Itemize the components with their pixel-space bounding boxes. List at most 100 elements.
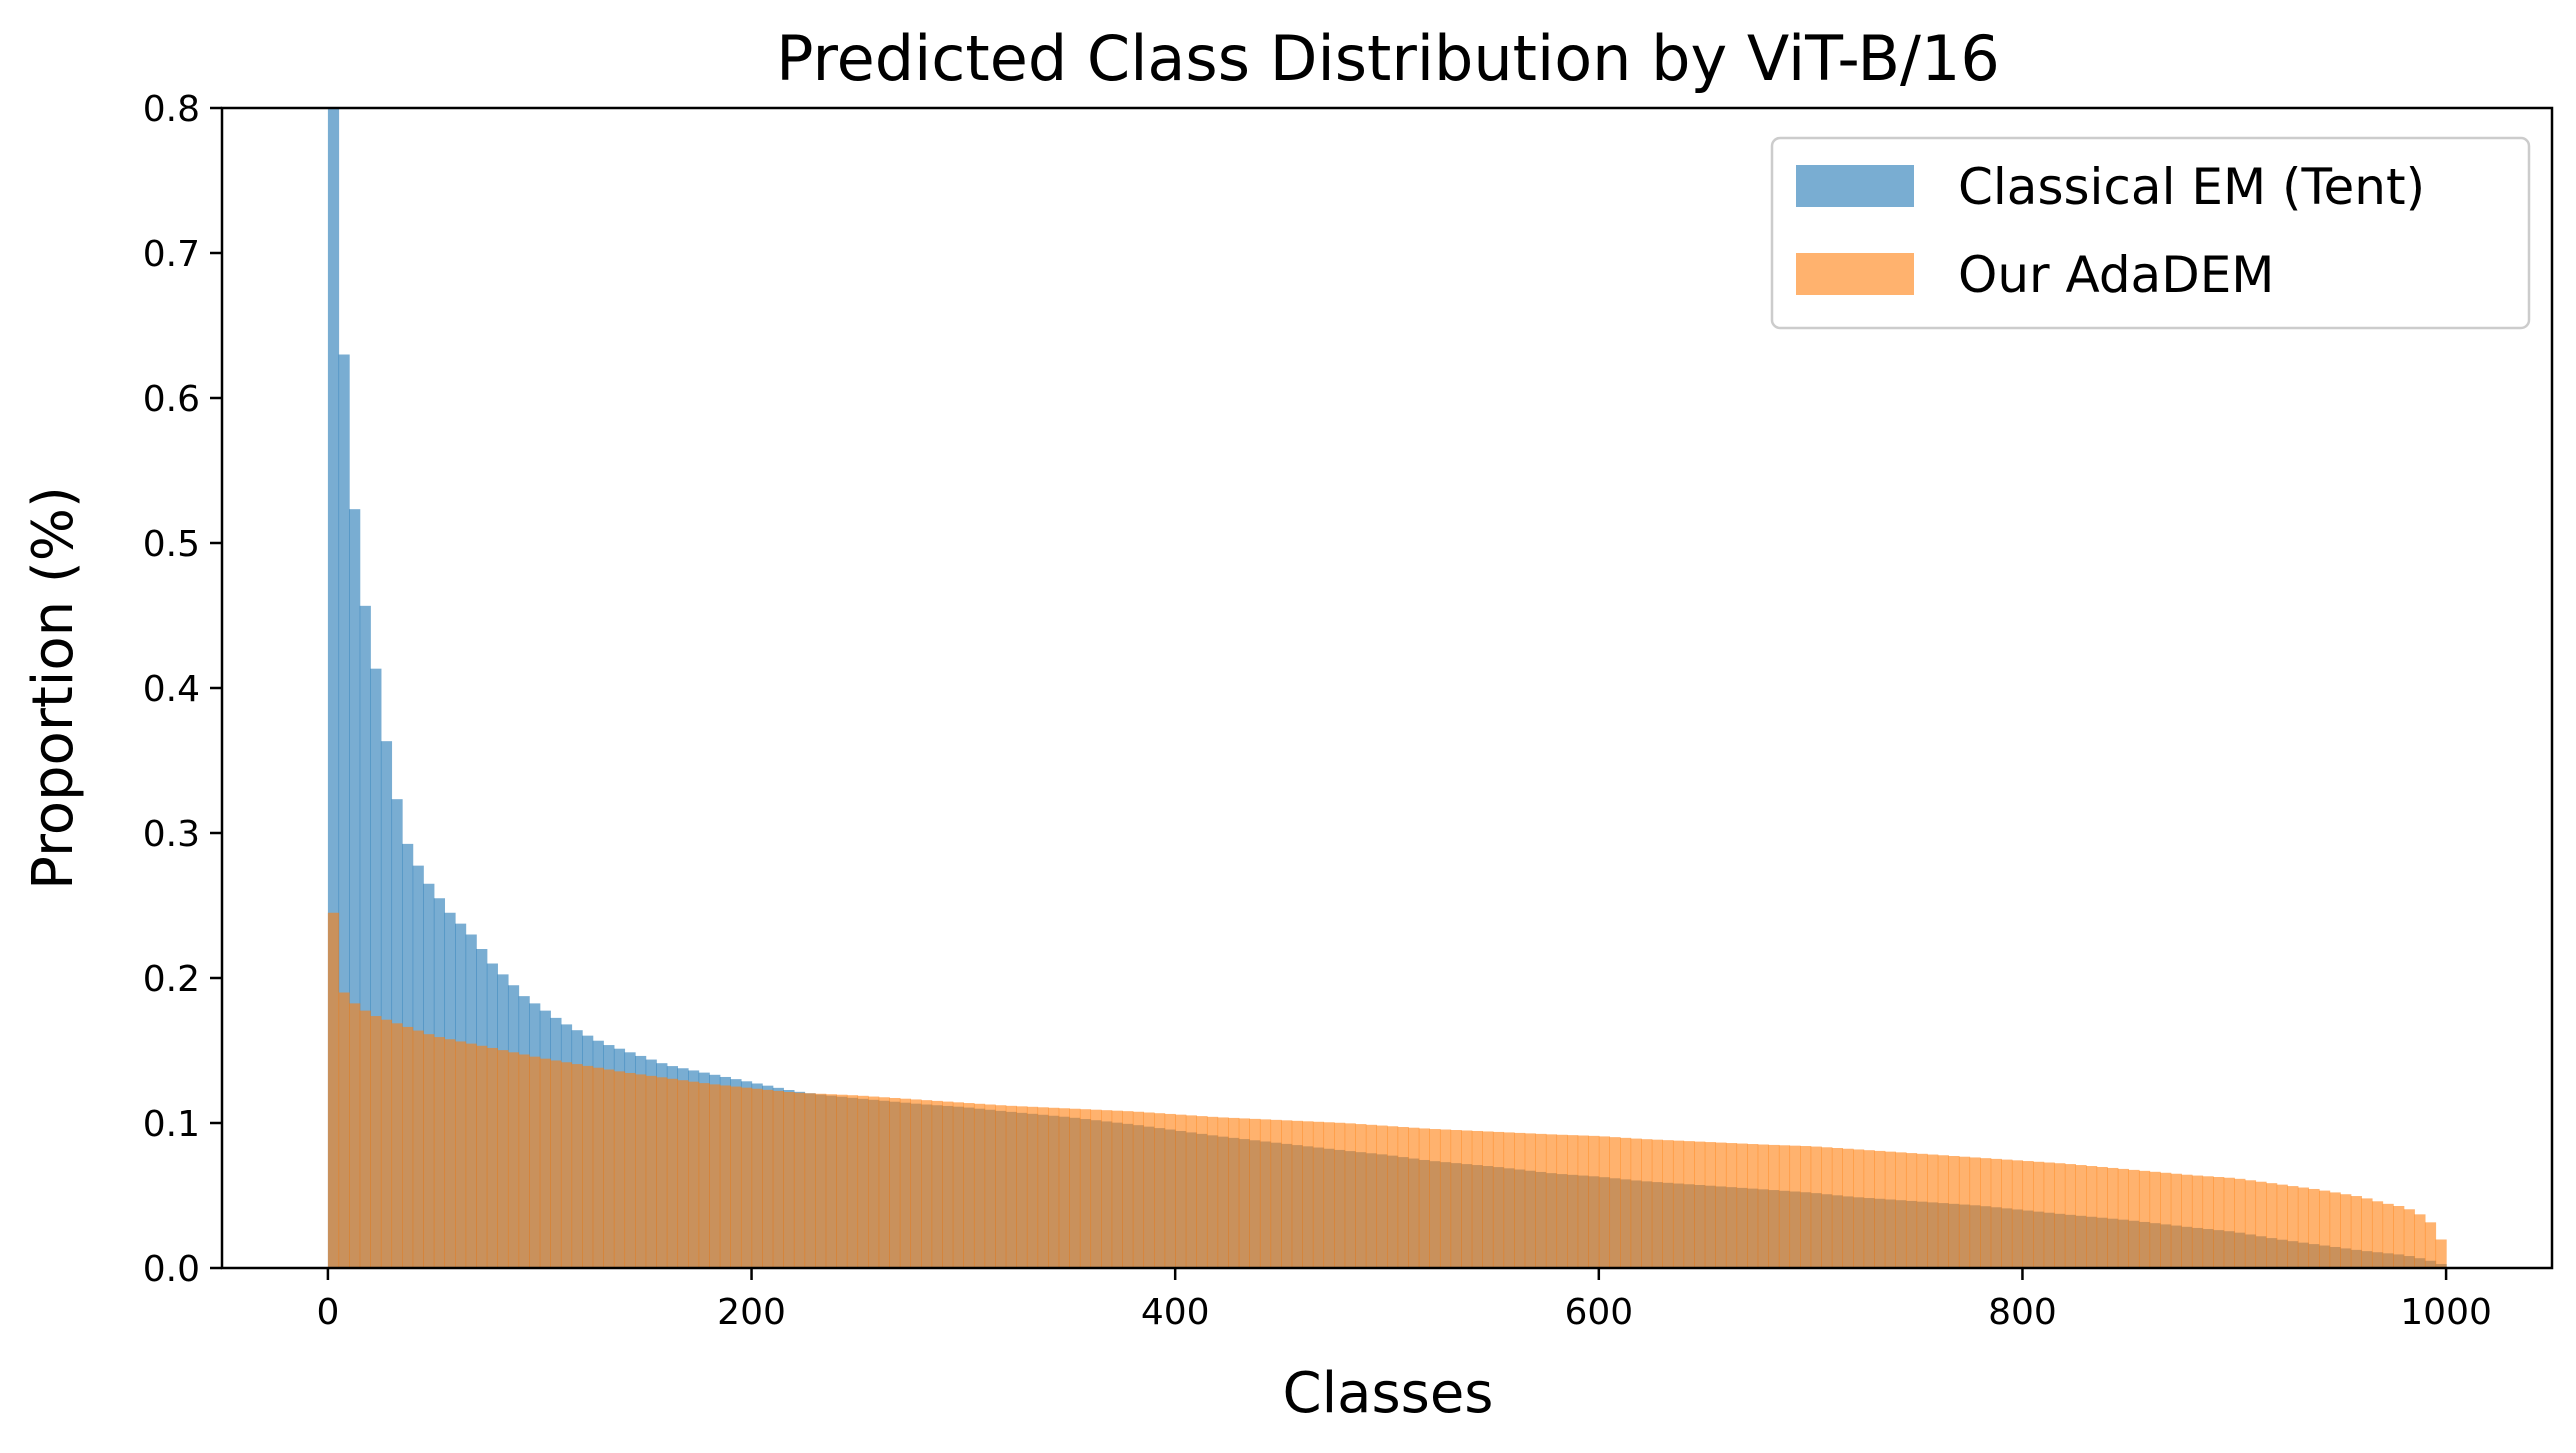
bar [370,1016,382,1268]
y-tick-label: 0.1 [143,1104,200,1145]
bar [1270,1119,1282,1268]
bar [560,1062,573,1268]
legend-label-adadem: Our AdaDEM [1958,246,2274,304]
bar [391,1023,403,1268]
bar [539,1058,551,1268]
y-axis-ticks: 0.0 0.1 0.2 0.3 0.4 0.5 0.6 0.7 0.8 [143,89,222,1290]
bar [2128,1169,2140,1268]
bar [2276,1184,2288,1269]
y-tick-label: 0.8 [143,89,200,130]
bar [740,1087,753,1268]
x-tick-label: 1000 [2400,1292,2492,1333]
bar [910,1099,922,1268]
bar [603,1069,615,1268]
bar [613,1071,626,1268]
bar [1927,1154,1939,1268]
bar [476,1045,488,1268]
bar [1122,1111,1134,1268]
bar [1768,1144,1780,1268]
x-tick-label: 800 [1988,1292,2057,1333]
bar [1821,1147,1833,1268]
bar [2043,1162,2055,1268]
bar [1651,1139,1663,1268]
bar [433,1037,446,1268]
bar [688,1081,700,1268]
bar [2202,1176,2214,1268]
bar [1164,1113,1176,1268]
y-tick-label: 0.7 [143,234,200,275]
bar [2403,1209,2415,1268]
y-tick-label: 0.5 [143,524,200,565]
chart-title: Predicted Class Distribution by ViT-B/16 [776,22,2000,95]
bar [751,1088,763,1268]
bar [359,605,371,1268]
legend-swatch-classical-em [1796,165,1914,207]
x-tick-label: 200 [717,1292,786,1333]
bar [2223,1177,2235,1268]
bar [1980,1158,1992,1268]
bar [1683,1141,1695,1269]
y-tick-label: 0.6 [143,379,200,420]
bar [1005,1105,1017,1268]
x-tick-label: 0 [316,1292,339,1333]
bar [2382,1203,2394,1268]
bar [2350,1196,2362,1268]
bar [1895,1152,1907,1268]
bar [1439,1129,1452,1268]
bar [1535,1133,1547,1269]
bar [1090,1109,1102,1268]
bar [1037,1107,1049,1268]
bar [327,912,340,1268]
bar [2117,1168,2129,1268]
bar [1196,1116,1208,1268]
bar [1577,1135,1589,1268]
x-tick-label: 400 [1141,1292,1210,1333]
bar [846,1095,859,1268]
bar [1185,1115,1197,1268]
bar [1853,1149,1865,1268]
bar [1344,1123,1356,1268]
bar [1969,1157,1981,1268]
bar [2022,1161,2034,1268]
bar [793,1092,806,1268]
bar [1143,1112,1155,1268]
legend: Classical EM (Tent) Our AdaDEM [1770,136,2531,330]
bar [582,1065,594,1268]
bar [2138,1170,2151,1268]
bar [1397,1126,1409,1268]
bar [889,1097,901,1268]
x-axis-ticks: 0 200 400 600 800 1000 [316,1268,2492,1333]
bar [1048,1107,1060,1268]
bar [338,354,350,1268]
bar [2064,1164,2077,1268]
bar [444,1039,456,1268]
bar [2361,1198,2373,1268]
bar [2308,1188,2320,1268]
bar [825,1094,837,1268]
bar [1948,1155,1960,1268]
bar [1567,1135,1579,1268]
bar [1418,1128,1430,1268]
bar [1026,1106,1039,1268]
y-tick-label: 0.3 [143,814,200,855]
bar [963,1103,975,1268]
bar [2213,1177,2225,1268]
bar [804,1093,816,1268]
bar [507,1052,520,1268]
bar [1598,1136,1611,1268]
bar [1291,1120,1303,1268]
bar [1132,1111,1145,1268]
bar [2001,1159,2013,1268]
bar [783,1092,795,1268]
bar [836,1094,848,1268]
bar [1281,1120,1293,1268]
bar [899,1098,912,1268]
bar [868,1096,880,1268]
bar [380,1019,393,1268]
bar [730,1086,742,1268]
bar [2424,1222,2437,1268]
bar [952,1102,964,1268]
bar [1990,1158,2002,1268]
bar [1958,1156,1971,1268]
